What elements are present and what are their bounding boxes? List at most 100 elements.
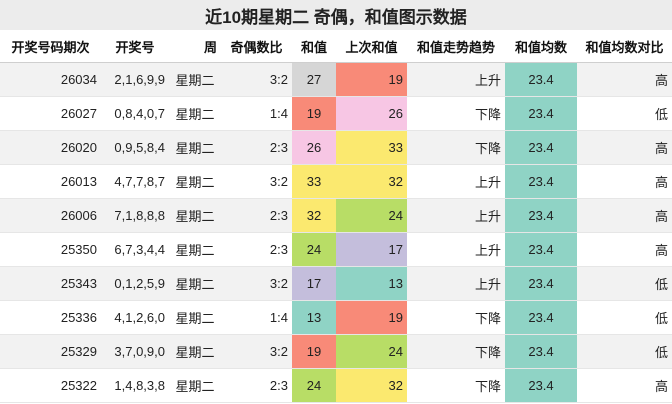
period-cell: 26020 <box>0 130 101 165</box>
compare-cell: 高 <box>577 368 672 403</box>
sum-cell: 17 <box>292 266 336 301</box>
week-cell: 星期二 <box>169 232 221 267</box>
trend-cell: 上升 <box>407 62 505 97</box>
header-row: 开奖号码期次 开奖号 周 奇偶数比 和值 上次和值 和值走势趋势 和值均数 和值… <box>0 30 672 63</box>
avg-cell: 23.4 <box>505 300 577 335</box>
numbers-cell: 3,7,0,9,0 <box>101 334 169 369</box>
table-row: 25322 1,4,8,3,8 星期二 2:3 24 32 下降 23.4 高 <box>0 368 672 403</box>
numbers-cell: 0,9,5,8,4 <box>101 130 169 165</box>
prev-sum-cell: 32 <box>336 164 407 199</box>
trend-cell: 下降 <box>407 300 505 335</box>
week-cell: 星期二 <box>169 130 221 165</box>
prev-sum-cell: 26 <box>336 96 407 131</box>
page-title: 近10期星期二 奇偶，和值图示数据 <box>0 0 672 31</box>
ratio-cell: 3:2 <box>221 62 292 97</box>
table-row: 26013 4,7,7,8,7 星期二 3:2 33 32 上升 23.4 高 <box>0 164 672 199</box>
sum-cell: 27 <box>292 62 336 97</box>
avg-cell: 23.4 <box>505 62 577 97</box>
trend-cell: 下降 <box>407 334 505 369</box>
period-cell: 25322 <box>0 368 101 403</box>
header-prev-sum: 上次和值 <box>336 30 407 63</box>
trend-cell: 下降 <box>407 130 505 165</box>
ratio-cell: 2:3 <box>221 198 292 233</box>
table-row: 25329 3,7,0,9,0 星期二 3:2 19 24 下降 23.4 低 <box>0 334 672 369</box>
sum-cell: 26 <box>292 130 336 165</box>
avg-cell: 23.4 <box>505 334 577 369</box>
period-cell: 25350 <box>0 232 101 267</box>
compare-cell: 低 <box>577 96 672 131</box>
numbers-cell: 0,8,4,0,7 <box>101 96 169 131</box>
sum-cell: 32 <box>292 198 336 233</box>
period-cell: 26006 <box>0 198 101 233</box>
period-cell: 25329 <box>0 334 101 369</box>
header-compare: 和值均数对比 <box>577 30 672 63</box>
header-sum: 和值 <box>292 30 336 63</box>
week-cell: 星期二 <box>169 96 221 131</box>
table-body: 26034 2,1,6,9,9 星期二 3:2 27 19 上升 23.4 高 26027 0,8,… <box>0 62 672 403</box>
prev-sum-cell: 24 <box>336 334 407 369</box>
compare-cell: 高 <box>577 232 672 267</box>
trend-cell: 下降 <box>407 96 505 131</box>
week-cell: 星期二 <box>169 266 221 301</box>
header-ratio: 奇偶数比 <box>221 30 292 63</box>
week-cell: 星期二 <box>169 300 221 335</box>
numbers-cell: 1,4,8,3,8 <box>101 368 169 403</box>
prev-sum-cell: 24 <box>336 198 407 233</box>
ratio-cell: 3:2 <box>221 334 292 369</box>
trend-cell: 下降 <box>407 368 505 403</box>
table-row: 25343 0,1,2,5,9 星期二 3:2 17 13 上升 23.4 低 <box>0 266 672 301</box>
avg-cell: 23.4 <box>505 232 577 267</box>
prev-sum-cell: 17 <box>336 232 407 267</box>
trend-cell: 上升 <box>407 198 505 233</box>
prev-sum-cell: 19 <box>336 300 407 335</box>
numbers-cell: 7,1,8,8,8 <box>101 198 169 233</box>
sum-cell: 24 <box>292 368 336 403</box>
table-row: 25336 4,1,2,6,0 星期二 1:4 13 19 下降 23.4 低 <box>0 300 672 335</box>
avg-cell: 23.4 <box>505 198 577 233</box>
table-row: 26034 2,1,6,9,9 星期二 3:2 27 19 上升 23.4 高 <box>0 62 672 97</box>
sum-cell: 13 <box>292 300 336 335</box>
avg-cell: 23.4 <box>505 130 577 165</box>
period-cell: 26027 <box>0 96 101 131</box>
numbers-cell: 4,1,2,6,0 <box>101 300 169 335</box>
table-row: 26020 0,9,5,8,4 星期二 2:3 26 33 下降 23.4 高 <box>0 130 672 165</box>
data-table: 开奖号码期次 开奖号 周 奇偶数比 和值 上次和值 和值走势趋势 和值均数 和值… <box>0 30 672 403</box>
prev-sum-cell: 32 <box>336 368 407 403</box>
compare-cell: 高 <box>577 130 672 165</box>
avg-cell: 23.4 <box>505 266 577 301</box>
ratio-cell: 3:2 <box>221 266 292 301</box>
period-cell: 25336 <box>0 300 101 335</box>
header-avg: 和值均数 <box>505 30 577 63</box>
compare-cell: 低 <box>577 300 672 335</box>
sum-cell: 19 <box>292 334 336 369</box>
period-cell: 25343 <box>0 266 101 301</box>
trend-cell: 上升 <box>407 266 505 301</box>
compare-cell: 低 <box>577 334 672 369</box>
numbers-cell: 0,1,2,5,9 <box>101 266 169 301</box>
ratio-cell: 2:3 <box>221 130 292 165</box>
table-row: 26027 0,8,4,0,7 星期二 1:4 19 26 下降 23.4 低 <box>0 96 672 131</box>
compare-cell: 高 <box>577 62 672 97</box>
trend-cell: 上升 <box>407 232 505 267</box>
week-cell: 星期二 <box>169 368 221 403</box>
sum-cell: 19 <box>292 96 336 131</box>
avg-cell: 23.4 <box>505 164 577 199</box>
numbers-cell: 4,7,7,8,7 <box>101 164 169 199</box>
avg-cell: 23.4 <box>505 368 577 403</box>
ratio-cell: 2:3 <box>221 232 292 267</box>
avg-cell: 23.4 <box>505 96 577 131</box>
prev-sum-cell: 33 <box>336 130 407 165</box>
table-row: 25350 6,7,3,4,4 星期二 2:3 24 17 上升 23.4 高 <box>0 232 672 267</box>
header-period: 开奖号码期次 <box>0 30 101 63</box>
header-numbers: 开奖号 <box>101 30 169 63</box>
ratio-cell: 3:2 <box>221 164 292 199</box>
prev-sum-cell: 19 <box>336 62 407 97</box>
week-cell: 星期二 <box>169 164 221 199</box>
numbers-cell: 6,7,3,4,4 <box>101 232 169 267</box>
week-cell: 星期二 <box>169 62 221 97</box>
table-row: 26006 7,1,8,8,8 星期二 2:3 32 24 上升 23.4 高 <box>0 198 672 233</box>
ratio-cell: 2:3 <box>221 368 292 403</box>
prev-sum-cell: 13 <box>336 266 407 301</box>
compare-cell: 高 <box>577 198 672 233</box>
header-trend: 和值走势趋势 <box>407 30 505 63</box>
